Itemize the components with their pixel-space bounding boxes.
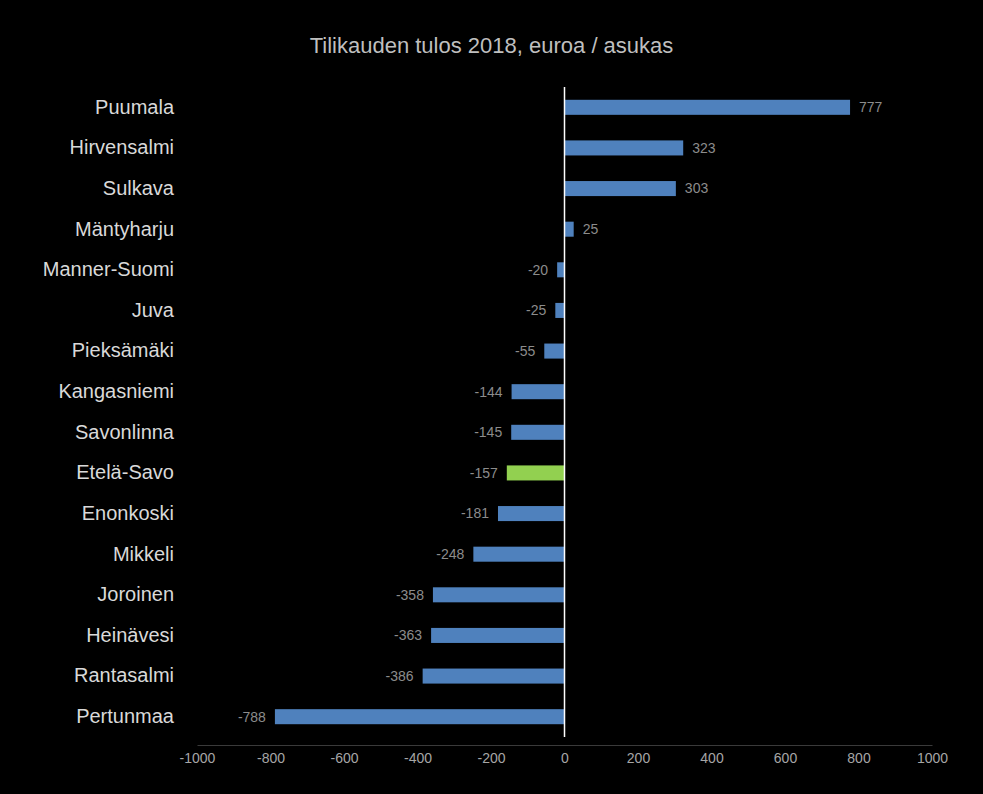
data-label: -20 [528,262,548,278]
x-tick: -800 [257,745,285,766]
x-tick-label: 800 [847,750,871,766]
x-tick-label: 1000 [917,750,948,766]
bar [555,303,564,318]
bar [565,181,676,196]
data-label: 25 [583,221,599,237]
category-label: Pertunmaa [76,705,175,727]
y-tick: Pieksämäki [72,339,174,361]
data-label: -55 [515,343,535,359]
bar [423,669,565,684]
x-tick: -400 [404,745,432,766]
y-tick: Pertunmaa [76,705,175,727]
x-tick: 1000 [917,745,948,766]
x-tick: 800 [847,745,871,766]
category-label: Mikkeli [113,543,174,565]
x-tick-label: 0 [561,750,569,766]
x-tick-label: -600 [330,750,358,766]
data-label: -145 [474,424,502,440]
y-tick: Etelä-Savo [76,461,174,483]
x-tick-label: -1000 [180,750,216,766]
data-label: -181 [461,505,489,521]
category-label: Kangasniemi [58,380,174,402]
data-label: -358 [396,587,424,603]
category-label: Etelä-Savo [76,461,174,483]
x-tick-label: 400 [700,750,724,766]
data-label: -386 [386,668,414,684]
data-label: 303 [685,180,709,196]
bar [498,506,565,521]
y-tick: Enonkoski [82,502,174,524]
y-tick: Savonlinna [75,421,175,443]
x-tick-label: -200 [477,750,505,766]
x-tick-label: -800 [257,750,285,766]
category-label: Rantasalmi [74,664,174,686]
data-label: 777 [859,99,883,115]
category-label: Juva [132,299,175,321]
bar [433,587,565,602]
y-tick: Rantasalmi [74,664,174,686]
category-label: Pieksämäki [72,339,174,361]
bar [557,262,564,277]
y-tick: Mäntyharju [75,218,174,240]
category-label: Sulkava [103,177,175,199]
x-tick-label: -400 [404,750,432,766]
x-tick-label: 600 [774,750,798,766]
bar [544,344,564,359]
bar [507,465,565,480]
y-axis: Puumala Hirvensalmi Sulkava Mäntyharju Manne… [43,96,175,727]
x-tick: -1000 [180,745,216,766]
category-label: Savonlinna [75,421,175,443]
y-tick: Hirvensalmi [70,136,174,158]
data-label: -25 [526,302,546,318]
x-tick: -200 [477,745,505,766]
x-tick: 400 [700,745,724,766]
y-tick: Juva [132,299,175,321]
bar [511,425,564,440]
category-label: Manner-Suomi [43,258,174,280]
chart: Tilikauden tulos 2018, euroa / asukas -10… [0,0,983,794]
background [0,0,983,794]
x-tick-label: 200 [627,750,651,766]
data-label: -788 [238,709,266,725]
y-tick: Joroinen [97,583,174,605]
y-tick: Kangasniemi [58,380,174,402]
y-tick: Manner-Suomi [43,258,174,280]
category-label: Enonkoski [82,502,174,524]
data-label: -363 [394,627,422,643]
x-tick: 600 [774,745,798,766]
y-tick: Sulkava [103,177,175,199]
data-label: -248 [436,546,464,562]
category-label: Hirvensalmi [70,136,174,158]
x-axis-line [198,745,933,746]
bar [473,547,564,562]
bar [431,628,564,643]
category-label: Mäntyharju [75,218,174,240]
x-axis: -1000 -800 -600 -400 -200 0 200 400 600 800 1000 [180,745,949,766]
category-label: Heinävesi [86,624,174,646]
data-label: -144 [475,384,503,400]
bar [565,222,574,237]
bars [275,100,850,724]
category-label: Puumala [95,96,175,118]
data-label: 323 [692,140,716,156]
x-tick: 0 [561,745,569,766]
zero-line [564,87,566,737]
y-tick: Puumala [95,96,175,118]
bar [565,140,684,155]
bar [565,100,851,115]
title: Tilikauden tulos 2018, euroa / asukas [310,33,674,58]
data-label: -157 [470,465,498,481]
x-tick: -600 [330,745,358,766]
bar [275,709,565,724]
category-label: Joroinen [97,583,174,605]
bar [512,384,565,399]
data-labels: 777 323 303 25 -20 -25 -55 -144 -145 -157 -181 -248… [238,99,883,724]
x-tick: 200 [627,745,651,766]
y-tick: Heinävesi [86,624,174,646]
y-tick: Mikkeli [113,543,174,565]
